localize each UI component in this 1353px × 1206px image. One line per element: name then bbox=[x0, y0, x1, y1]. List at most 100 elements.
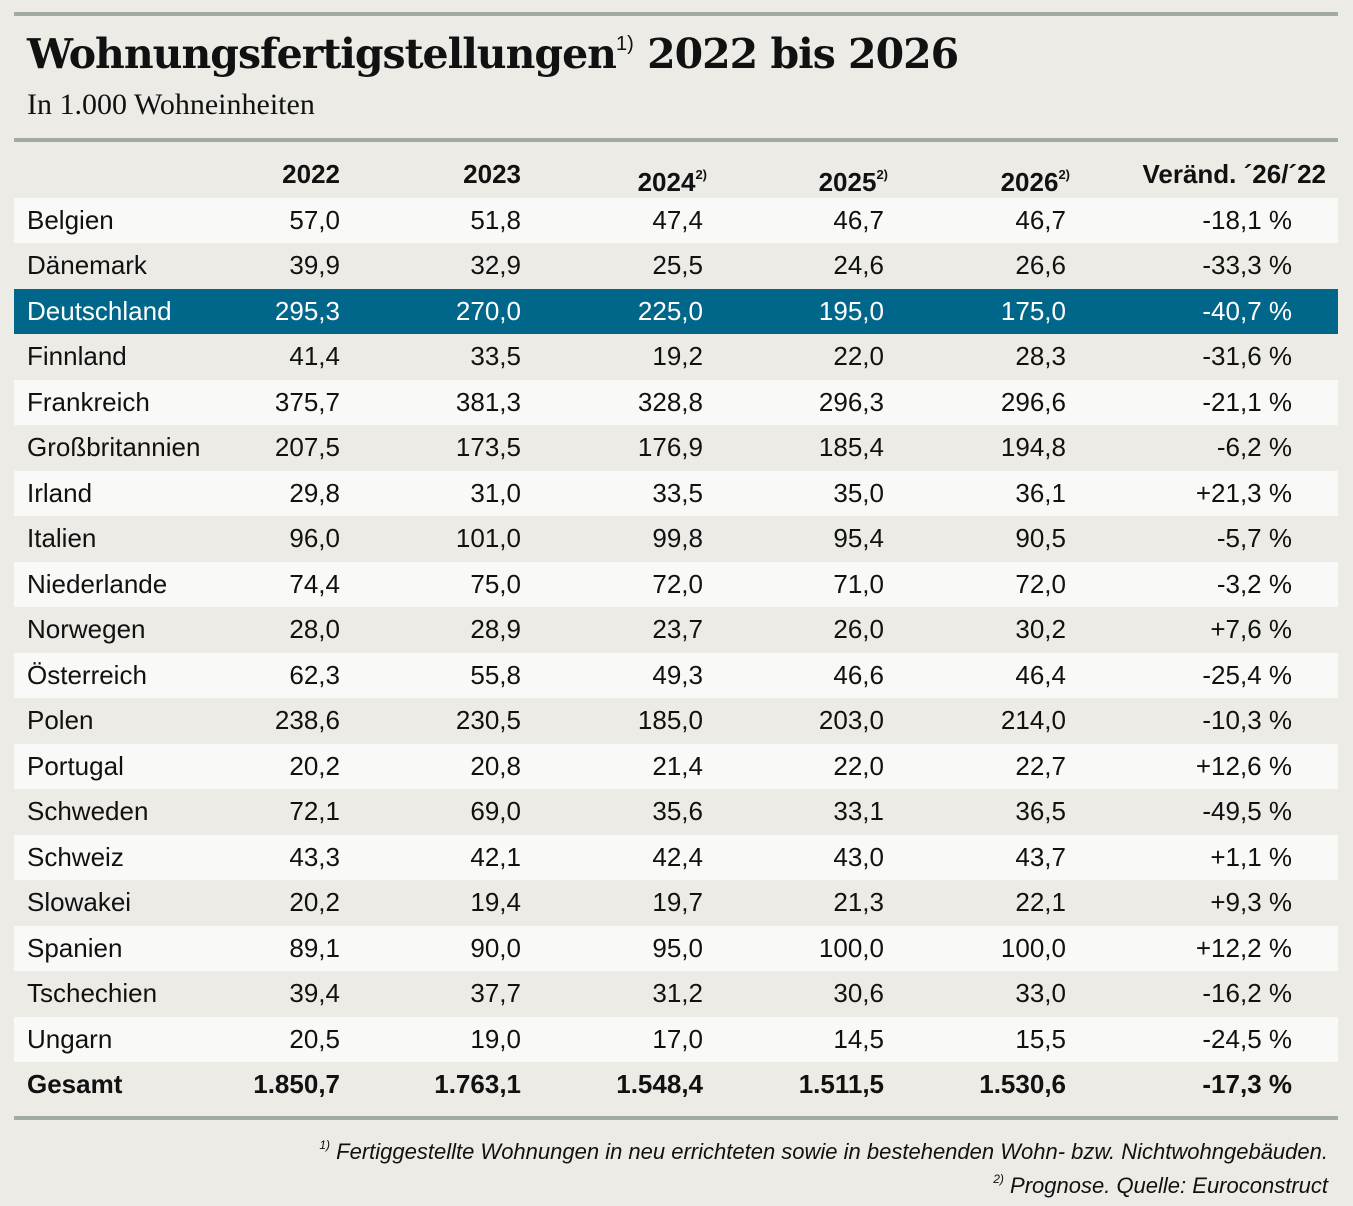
value-cell: 19,2 bbox=[652, 341, 703, 371]
value-cell: 37,7 bbox=[470, 978, 521, 1008]
row-country: Österreich bbox=[27, 659, 147, 690]
row-country: Portugal bbox=[27, 750, 124, 781]
value-cell: 19,0 bbox=[470, 1023, 521, 1054]
total-row: Gesamt 1.850,7 1.763,1 1.548,4 1.511,5 1.530,… bbox=[14, 1062, 1338, 1108]
row-country: Finnland bbox=[27, 341, 127, 371]
column-header: 2023 bbox=[463, 152, 521, 198]
value-cell: 28,9 bbox=[470, 614, 521, 644]
value-cell: 41,4 bbox=[289, 341, 340, 371]
value-cell: 195,0 bbox=[818, 295, 884, 326]
row-country: Schweiz bbox=[27, 841, 124, 872]
value-cell: 90,5 bbox=[1015, 523, 1066, 553]
table-row: Polen 238,6 230,5 185,0 203,0 214,0 -10,3 % bbox=[14, 698, 1338, 744]
footnote-1: 1) Fertiggestellte Wohnungen in neu erri… bbox=[319, 1138, 1328, 1165]
value-cell: 19,4 bbox=[470, 887, 521, 917]
value-cell: 28,3 bbox=[1015, 341, 1066, 371]
table-row: Schweiz 43,3 42,1 42,4 43,0 43,7 +1,1 % bbox=[14, 834, 1338, 880]
value-cell: 33,1 bbox=[833, 796, 884, 826]
subtitle: In 1.000 Wohneinheiten bbox=[27, 88, 315, 121]
change-cell: -3,2 % bbox=[1216, 568, 1292, 599]
value-cell: 100,0 bbox=[1000, 932, 1066, 963]
value-cell: 95,4 bbox=[833, 523, 884, 553]
value-cell: 74,4 bbox=[289, 568, 340, 599]
value-cell: 46,7 bbox=[1015, 204, 1066, 235]
table-row: Norwegen 28,0 28,9 23,7 26,0 30,2 +7,6 % bbox=[14, 607, 1338, 653]
row-country: Ungarn bbox=[27, 1023, 113, 1054]
value-cell: 1.511,5 bbox=[798, 1069, 884, 1099]
data-table: 2022 2023 20242) 20252) 20262) Veränd. ´26/´2… bbox=[14, 152, 1338, 1108]
value-cell: 101,0 bbox=[455, 523, 521, 553]
top-rule bbox=[14, 12, 1338, 16]
change-cell: +7,6 % bbox=[1210, 614, 1292, 644]
change-cell: -17,3 % bbox=[1202, 1069, 1292, 1099]
row-country: Tschechien bbox=[27, 978, 158, 1008]
row-country: Belgien bbox=[27, 204, 114, 235]
value-cell: 31,0 bbox=[470, 477, 521, 508]
change-cell: -18,1 % bbox=[1202, 204, 1292, 235]
column-header: 2022 bbox=[282, 152, 340, 198]
row-country: Frankreich bbox=[27, 386, 150, 417]
table-row: Portugal 20,2 20,8 21,4 22,0 22,7 +12,6 % bbox=[14, 743, 1338, 789]
change-cell: +21,3 % bbox=[1195, 477, 1292, 508]
value-cell: 230,5 bbox=[455, 705, 521, 735]
row-country: Großbritannien bbox=[27, 432, 201, 462]
table-row: Italien 96,0 101,0 99,8 95,4 90,5 -5,7 % bbox=[14, 516, 1338, 562]
table-row: Großbritannien 207,5 173,5 176,9 185,4 194,8 -… bbox=[14, 425, 1338, 471]
value-cell: 21,4 bbox=[652, 750, 703, 781]
value-cell: 22,0 bbox=[833, 750, 884, 781]
value-cell: 1.530,6 bbox=[979, 1069, 1066, 1099]
value-cell: 72,0 bbox=[1015, 568, 1066, 599]
table-row: Schweden 72,1 69,0 35,6 33,1 36,5 -49,5 % bbox=[14, 789, 1338, 835]
column-header-label: 2026 bbox=[1000, 167, 1059, 197]
page-title: Wohnungsfertigstellungen1) 2022 bis 2026 bbox=[27, 30, 959, 78]
row-country: Norwegen bbox=[27, 614, 146, 644]
row-country: Irland bbox=[27, 477, 93, 508]
change-cell: +12,2 % bbox=[1195, 932, 1292, 963]
value-cell: 203,0 bbox=[818, 705, 884, 735]
row-country: Dänemark bbox=[27, 250, 147, 280]
value-cell: 381,3 bbox=[455, 386, 521, 417]
value-cell: 375,7 bbox=[274, 386, 340, 417]
value-cell: 185,0 bbox=[637, 705, 703, 735]
change-cell: -24,5 % bbox=[1202, 1023, 1292, 1054]
value-cell: 14,5 bbox=[833, 1023, 884, 1054]
row-country: Italien bbox=[27, 523, 97, 553]
value-cell: 24,6 bbox=[833, 250, 884, 280]
value-cell: 20,2 bbox=[289, 887, 340, 917]
value-cell: 47,4 bbox=[652, 204, 703, 235]
value-cell: 55,8 bbox=[470, 659, 521, 690]
value-cell: 173,5 bbox=[455, 432, 521, 462]
row-country: Niederlande bbox=[27, 568, 168, 599]
table-row: Spanien 89,1 90,0 95,0 100,0 100,0 +12,2 % bbox=[14, 925, 1338, 971]
row-country: Schweden bbox=[27, 796, 149, 826]
change-cell: -40,7 % bbox=[1202, 295, 1292, 326]
column-footnote-mark: 2) bbox=[1058, 167, 1070, 182]
row-country: Polen bbox=[27, 705, 94, 735]
value-cell: 26,6 bbox=[1015, 250, 1066, 280]
value-cell: 185,4 bbox=[818, 432, 884, 462]
column-header: 20262) bbox=[1001, 152, 1070, 206]
value-cell: 194,8 bbox=[1000, 432, 1066, 462]
change-cell: -6,2 % bbox=[1216, 432, 1292, 462]
value-cell: 1.548,4 bbox=[616, 1069, 703, 1099]
value-cell: 72,1 bbox=[289, 796, 340, 826]
value-cell: 71,0 bbox=[833, 568, 884, 599]
footnote-text: Fertiggestellte Wohnungen in neu erricht… bbox=[336, 1139, 1328, 1164]
column-header: Veränd. ´26/´22 bbox=[1142, 152, 1326, 198]
value-cell: 1.850,7 bbox=[253, 1069, 340, 1099]
value-cell: 28,0 bbox=[289, 614, 340, 644]
table-row: Dänemark 39,9 32,9 25,5 24,6 26,6 -33,3 % bbox=[14, 243, 1338, 289]
value-cell: 46,4 bbox=[1015, 659, 1066, 690]
value-cell: 296,3 bbox=[818, 386, 884, 417]
value-cell: 295,3 bbox=[274, 295, 340, 326]
table-row: Ungarn 20,5 19,0 17,0 14,5 15,5 -24,5 % bbox=[14, 1016, 1338, 1062]
value-cell: 46,7 bbox=[833, 204, 884, 235]
value-cell: 33,5 bbox=[470, 341, 521, 371]
table-row: Belgien 57,0 51,8 47,4 46,7 46,7 -18,1 % bbox=[14, 197, 1338, 243]
value-cell: 36,5 bbox=[1015, 796, 1066, 826]
column-footnote-mark: 2) bbox=[695, 167, 707, 182]
value-cell: 69,0 bbox=[470, 796, 521, 826]
change-cell: -25,4 % bbox=[1202, 659, 1292, 690]
row-country: Spanien bbox=[27, 932, 123, 963]
title-footnote-mark: 1) bbox=[615, 33, 634, 55]
